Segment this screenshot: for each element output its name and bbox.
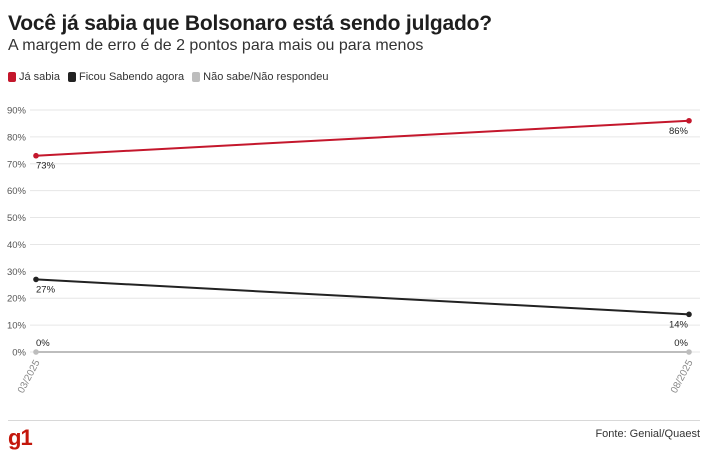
data-label-nao-sabe: 0% — [36, 338, 50, 349]
y-tick-label: 60% — [7, 186, 27, 197]
y-tick-label: 50% — [7, 213, 27, 224]
x-tick-label: 08/2025 — [669, 358, 696, 395]
data-label-nao-sabe: 0% — [674, 338, 688, 349]
data-label-ficou-sabendo: 14% — [669, 319, 689, 330]
g1-logo[interactable]: g1 — [8, 425, 33, 450]
y-tick-label: 30% — [7, 267, 27, 278]
series-line-ja-sabia — [35, 119, 690, 157]
series-line-ficou-sabendo — [35, 278, 690, 316]
y-tick-label: 20% — [7, 294, 27, 305]
data-point-ja-sabia — [686, 117, 692, 124]
legend-label-ficou-sabendo: Ficou Sabendo agora — [78, 71, 185, 83]
legend-label-ja-sabia: Já sabia — [19, 71, 60, 83]
x-tick-label: 03/2025 — [16, 358, 43, 395]
y-tick-label: 90% — [7, 106, 27, 117]
chart-title: Você já sabia que Bolsonaro está sendo j… — [8, 12, 492, 35]
y-tick-label: 0% — [12, 348, 26, 359]
legend-item-nao-sabe[interactable]: Não sabe/Não respondeu — [192, 71, 329, 83]
legend-swatch-ficou-sabendo — [67, 72, 76, 82]
legend-item-ja-sabia[interactable]: Já sabia — [8, 71, 60, 83]
source-note: Fonte: Genial/Quaest — [595, 428, 700, 440]
data-label-ja-sabia: 73% — [36, 161, 56, 172]
data-label-ficou-sabendo: 27% — [36, 284, 56, 295]
data-label-ja-sabia: 86% — [669, 126, 689, 137]
chart-legend: Já sabia Ficou Sabendo agora Não sabe/Nã… — [8, 71, 329, 83]
line-chart: 0% 10% 20% 30% 40% 50% 60% 70% 80% 90% 03/2025 08/2… — [7, 106, 700, 395]
data-point-nao-sabe — [33, 349, 39, 355]
data-point-ficou-sabendo — [33, 276, 39, 283]
data-point-nao-sabe — [686, 349, 692, 355]
legend-swatch-ja-sabia — [8, 72, 16, 82]
legend-item-ficou-sabendo[interactable]: Ficou Sabendo agora — [67, 71, 185, 83]
data-point-ja-sabia — [33, 152, 39, 159]
data-point-ficou-sabendo — [686, 311, 692, 318]
legend-swatch-nao-sabe — [192, 72, 201, 82]
legend-label-nao-sabe: Não sabe/Não respondeu — [203, 71, 329, 83]
y-tick-label: 40% — [7, 240, 27, 251]
y-tick-label: 80% — [7, 132, 27, 143]
chart-subtitle: A margem de erro é de 2 pontos para mais… — [8, 37, 424, 54]
y-tick-label: 10% — [7, 321, 27, 332]
footer-divider — [8, 420, 700, 421]
y-tick-label: 70% — [7, 159, 27, 170]
